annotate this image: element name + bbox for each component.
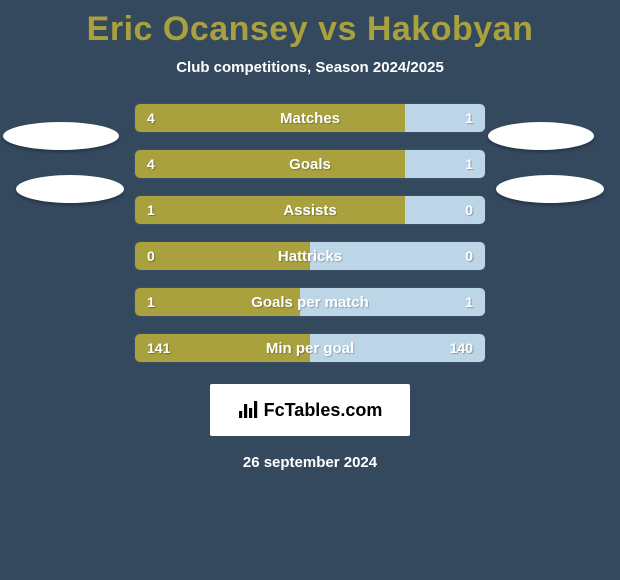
page-title: Eric Ocansey vs Hakobyan: [0, 0, 620, 49]
stat-bar-right: [405, 150, 486, 178]
stat-bar-right: [310, 334, 485, 362]
footer-date: 26 september 2024: [0, 454, 620, 471]
avatar-ellipse: [496, 175, 604, 203]
stat-row: Goals per match11: [135, 288, 485, 316]
comparison-area: Matches41 Goals41 Assists10 Hattricks00 Goal…: [0, 104, 620, 362]
stat-bar-left: [135, 334, 310, 362]
avatar-ellipse: [16, 175, 124, 203]
stat-bar-left: [135, 196, 405, 224]
stat-bars: Matches41 Goals41 Assists10 Hattricks00 Goal…: [135, 104, 485, 362]
stat-bar-left: [135, 104, 405, 132]
avatar-ellipse: [488, 122, 594, 150]
stat-bar-right: [300, 288, 486, 316]
stat-row: Matches41: [135, 104, 485, 132]
stat-bar-right: [405, 104, 486, 132]
stat-row: Assists10: [135, 196, 485, 224]
promo-badge[interactable]: FcTables.com: [210, 384, 410, 436]
avatar-ellipse: [3, 122, 119, 150]
subtitle: Club competitions, Season 2024/2025: [0, 59, 620, 76]
stat-bar-left: [135, 288, 300, 316]
stat-bar-right: [310, 242, 485, 270]
stat-bar-left: [135, 242, 310, 270]
stat-row: Hattricks00: [135, 242, 485, 270]
promo-text: FcTables.com: [264, 400, 383, 421]
stat-bar-left: [135, 150, 405, 178]
bar-chart-icon: [238, 401, 258, 419]
stat-row: Min per goal141140: [135, 334, 485, 362]
stat-bar-right: [405, 196, 486, 224]
stat-row: Goals41: [135, 150, 485, 178]
